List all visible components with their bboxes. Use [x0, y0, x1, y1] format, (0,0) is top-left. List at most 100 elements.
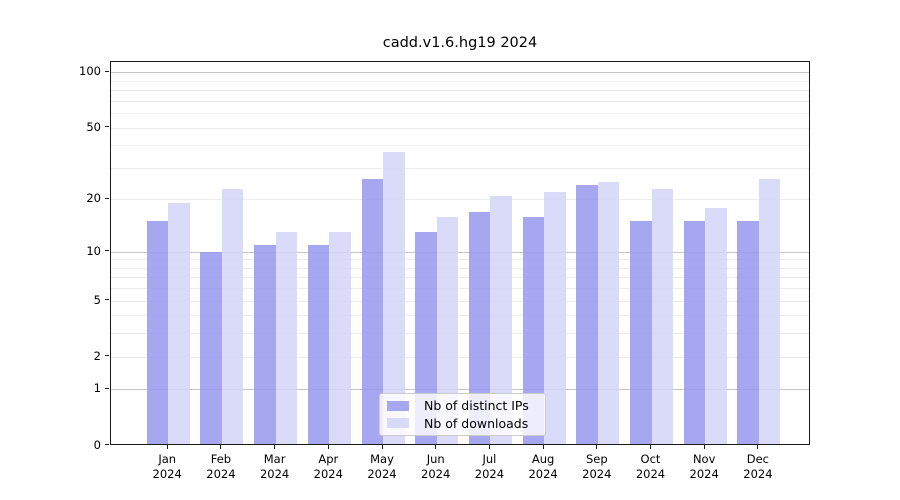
gridline-minor	[111, 127, 809, 129]
x-tick-mark	[488, 444, 490, 449]
x-tick-month: Nov	[692, 451, 716, 466]
x-tick-month: Jul	[482, 451, 497, 466]
bar-distinct-ips-dec	[737, 221, 759, 444]
legend-swatch-distinct-ips	[387, 400, 409, 411]
y-tick-label: 0	[93, 437, 101, 452]
legend: Nb of distinct IPs Nb of downloads	[379, 393, 546, 436]
x-tick-month: Aug	[531, 451, 555, 466]
x-tick-mark	[703, 444, 705, 449]
x-tick-label: Oct 2024	[624, 452, 678, 482]
legend-item-downloads: Nb of downloads	[387, 416, 537, 431]
x-tick-month: Oct	[640, 451, 661, 466]
legend-swatch-downloads	[387, 418, 409, 429]
x-tick-year: 2024	[421, 466, 451, 481]
x-tick-mark	[220, 444, 222, 449]
bar-downloads-mar	[275, 232, 298, 444]
y-tick-label: 1	[93, 381, 101, 396]
bar-downloads-jan	[168, 203, 190, 444]
y-tick-mark	[105, 197, 109, 199]
y-tick-mark	[105, 387, 109, 389]
x-tick-mark	[274, 444, 276, 449]
x-tick-year: 2024	[635, 466, 666, 481]
gridline-minor	[111, 100, 809, 102]
x-tick-month: Sep	[585, 451, 608, 466]
gridline-minor	[111, 199, 809, 201]
gridline-minor	[111, 267, 809, 269]
y-tick-label: 10	[86, 243, 101, 258]
bar-downloads-oct	[651, 188, 673, 444]
bar-distinct-ips-mar	[254, 244, 276, 444]
gridline-minor	[111, 145, 809, 147]
x-tick-month: Feb	[210, 451, 232, 466]
bar-distinct-ips-feb	[200, 251, 222, 444]
legend-label-distinct-ips: Nb of distinct IPs	[424, 398, 529, 414]
bar-distinct-ips-apr	[307, 244, 330, 444]
bar-downloads-dec	[758, 179, 781, 444]
x-tick-label: Dec 2024	[731, 452, 785, 482]
x-tick-year: 2024	[313, 466, 343, 481]
gridline-minor	[111, 167, 809, 169]
bar-downloads-may	[383, 151, 405, 444]
x-tick-label: Apr 2024	[301, 452, 355, 482]
x-tick-mark	[381, 444, 383, 449]
gridline-minor	[111, 113, 809, 115]
x-tick-year: 2024	[152, 466, 182, 481]
x-tick-label: Feb 2024	[194, 452, 248, 482]
x-tick-year: 2024	[367, 466, 397, 481]
bar-distinct-ips-oct	[630, 221, 652, 444]
x-tick-mark	[757, 444, 759, 449]
y-tick-mark	[105, 299, 109, 301]
x-tick-year: 2024	[689, 466, 719, 481]
x-tick-mark	[650, 444, 651, 449]
y-tick-mark	[105, 250, 109, 252]
y-tick-mark	[105, 355, 109, 357]
bar-downloads-jul	[490, 195, 512, 444]
x-tick-label: Mar 2024	[248, 452, 302, 482]
gridline-minor	[111, 90, 809, 92]
plot-area	[110, 61, 810, 445]
x-tick-mark	[596, 444, 598, 449]
bar-downloads-sep	[597, 182, 620, 444]
gridline-minor	[111, 80, 809, 82]
gridline-major	[111, 251, 809, 253]
bar-distinct-ips-aug	[522, 216, 545, 444]
x-tick-label: May 2024	[355, 452, 409, 482]
bar-distinct-ips-sep	[576, 185, 598, 444]
x-tick-year: 2024	[474, 466, 505, 481]
x-tick-year: 2024	[582, 466, 612, 481]
legend-label-downloads: Nb of downloads	[424, 415, 529, 431]
x-tick-month: Apr	[318, 451, 339, 466]
x-tick-label: Jan 2024	[140, 452, 194, 482]
y-tick-mark	[105, 126, 109, 128]
bar-distinct-ips-nov	[683, 221, 706, 444]
bar-downloads-feb	[221, 188, 244, 444]
x-tick-month: Dec	[746, 451, 770, 466]
x-tick-year: 2024	[743, 466, 773, 481]
gridline-minor	[111, 288, 809, 290]
y-tick-mark	[105, 70, 109, 72]
gridline-major	[111, 389, 809, 391]
bar-distinct-ips-jun	[415, 232, 437, 444]
x-tick-mark	[327, 444, 329, 449]
x-tick-label: Sep 2024	[570, 452, 624, 482]
x-tick-month: Jun	[426, 451, 445, 466]
x-tick-label: Aug 2024	[516, 452, 570, 482]
x-tick-year: 2024	[206, 466, 236, 481]
x-tick-label: Jul 2024	[462, 452, 516, 482]
chart-title: cadd.v1.6.hg19 2024	[382, 35, 538, 51]
legend-item-distinct-ips: Nb of distinct IPs	[387, 398, 537, 413]
bar-downloads-apr	[329, 232, 351, 444]
x-tick-month: Mar	[263, 451, 286, 466]
bar-downloads-aug	[544, 192, 566, 444]
bar-downloads-jun	[436, 216, 459, 444]
gridline-major	[111, 72, 809, 74]
y-tick-label: 5	[93, 292, 101, 307]
gridline-minor	[111, 277, 809, 279]
bar-downloads-nov	[705, 207, 727, 444]
bar-distinct-ips-may	[361, 179, 383, 444]
x-tick-mark	[542, 444, 544, 449]
gridline-minor	[111, 300, 809, 302]
bar-distinct-ips-jan	[146, 221, 169, 444]
y-tick-label: 2	[93, 348, 101, 363]
